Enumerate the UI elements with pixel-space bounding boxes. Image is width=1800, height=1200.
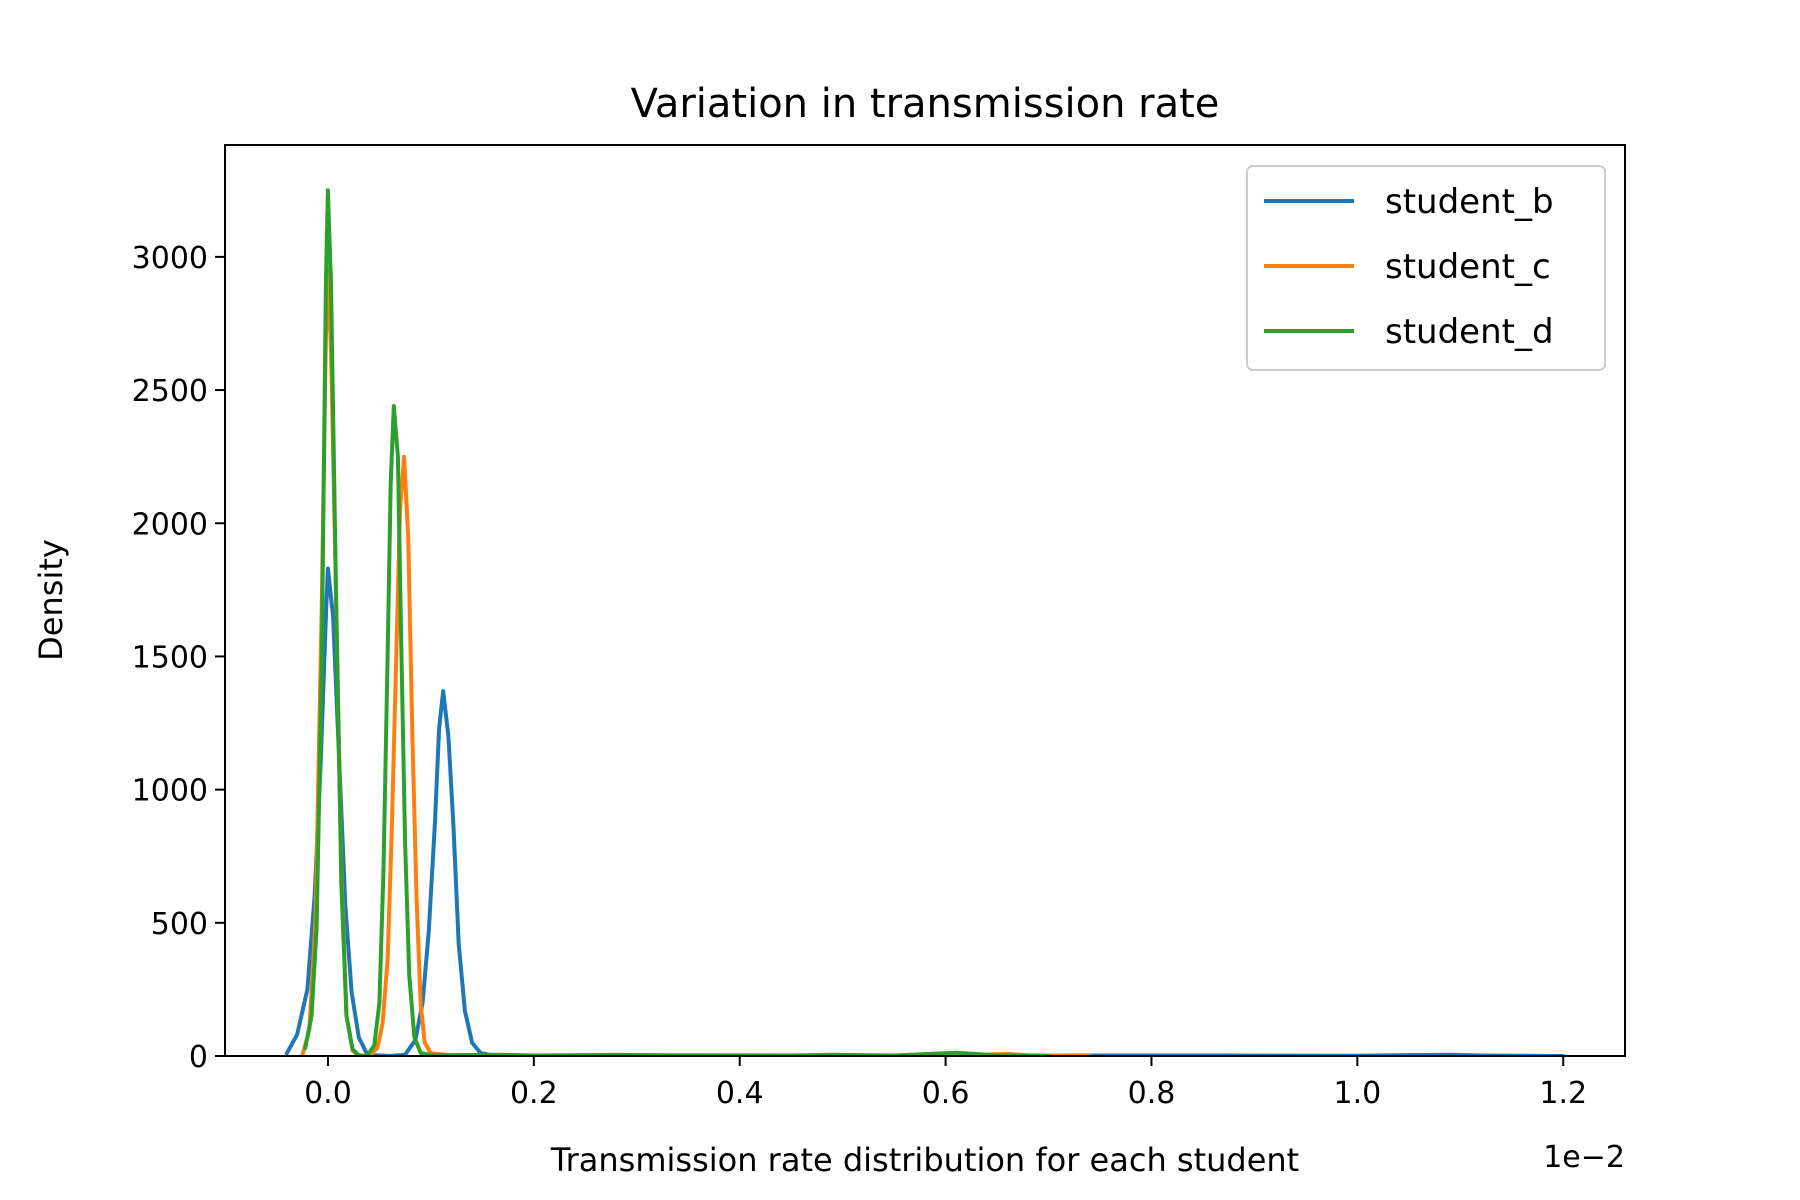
x-tick-label: 0.6 [922, 1076, 970, 1111]
x-axis-label: Transmission rate distribution for each … [550, 1141, 1299, 1179]
y-tick-label: 2000 [132, 507, 208, 542]
x-axis-offset-text: 1e−2 [1543, 1140, 1625, 1175]
y-tick-label: 1500 [132, 640, 208, 675]
legend-label: student_b [1385, 182, 1554, 222]
y-tick-label: 1000 [132, 774, 208, 809]
x-axis: 0.0 0.2 0.4 0.6 0.8 1.0 1.2 [304, 1056, 1587, 1111]
x-tick-label: 0.8 [1128, 1076, 1176, 1111]
x-tick-label: 0.0 [304, 1076, 352, 1111]
legend-box [1246, 165, 1606, 371]
y-tick-label: 0 [189, 1040, 208, 1075]
plot-frame [224, 144, 1626, 1057]
chart-title: Variation in transmission rate [631, 81, 1220, 127]
legend-label: student_d [1385, 312, 1554, 352]
y-tick-label: 2500 [132, 374, 208, 409]
legend-label: student_c [1385, 247, 1551, 287]
y-axis-label: Density [32, 539, 70, 661]
x-tick-label: 0.4 [716, 1076, 764, 1111]
legend: student_b student_c student_d [1246, 165, 1606, 371]
y-tick-label: 500 [151, 907, 208, 942]
x-tick-label: 1.2 [1539, 1076, 1587, 1111]
y-tick-label: 3000 [132, 241, 208, 276]
x-tick-label: 0.2 [510, 1076, 558, 1111]
y-axis: 0 500 1000 1500 2000 2500 3000 [132, 241, 225, 1075]
x-tick-label: 1.0 [1333, 1076, 1381, 1111]
